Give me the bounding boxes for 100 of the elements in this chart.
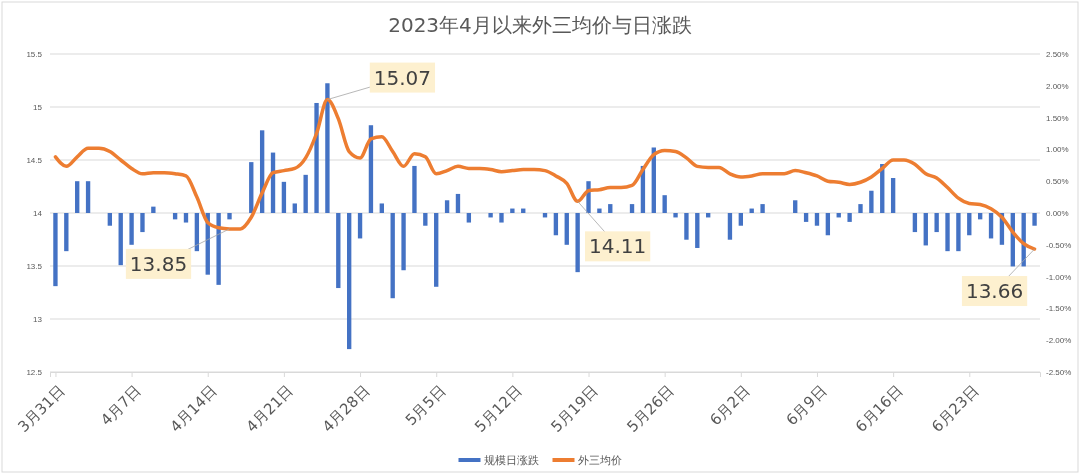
y2-tick-label: 0.00% [1046,209,1069,219]
bar [75,181,80,213]
x-tick-label: 5月26日 [623,381,678,436]
bar [455,193,461,213]
bar [945,213,950,252]
bar [629,204,635,213]
y-tick-label: 15 [33,103,43,113]
bar [553,213,559,236]
bar [64,213,69,252]
y-tick-label: 13.5 [26,262,43,272]
bar [325,83,330,213]
x-tick-label: 4月28日 [318,381,374,436]
y2-tick-label: -1.00% [1046,272,1072,282]
bar [825,213,831,236]
bar [118,213,123,266]
bar [390,213,395,299]
bar [564,213,569,245]
legend-label: 规模日涨跌 [483,453,539,467]
bar [847,213,852,222]
bar [444,200,450,213]
bar [140,213,145,233]
bar [575,213,580,273]
y2-tick-label: -2.00% [1046,336,1072,346]
bar [499,213,504,223]
bar [488,213,493,218]
x-tick-label: 3月31日 [14,381,69,436]
bar [988,213,994,239]
bar [379,203,384,213]
bar [85,181,91,213]
bar [412,165,417,213]
y-tick-label: 15.5 [26,50,43,60]
x-tick-label: 6月23日 [928,381,983,436]
x-tick-label: 4月21日 [242,381,297,436]
annotation: 14.11 [589,234,647,259]
bar [912,213,918,233]
bar [357,213,363,239]
y-tick-label: 12.5 [26,368,43,378]
bar [1032,213,1037,226]
annotation: 13.66 [965,279,1024,304]
bar [227,213,232,220]
chart-title: 2023年4月以来外三均价与日涨跌 [388,13,692,37]
y2-tick-label: -0.50% [1046,240,1072,250]
bar [216,213,221,285]
bar [129,213,134,245]
bar [183,213,189,223]
bar [303,174,308,213]
y2-tick-label: -2.50% [1046,368,1072,378]
y2-tick-label: 2.50% [1046,50,1069,60]
bar [347,213,352,350]
x-tick-label: 4月14日 [166,381,221,436]
bar [858,204,863,213]
y-tick-label: 14.5 [26,156,43,166]
annotation: 15.07 [373,65,432,90]
y-tick-label: 13 [33,315,43,325]
y2-tick-label: 0.50% [1046,177,1069,187]
bar [956,213,961,252]
bar [336,213,341,289]
bar [803,213,809,222]
bar [727,213,733,240]
bar [292,203,297,213]
bar [967,213,972,236]
x-tick-label: 6月2日 [706,381,754,430]
x-tick-label: 6月16日 [851,381,907,436]
x-tick-label: 6月9日 [782,381,830,430]
bar [401,213,406,271]
bar [890,178,896,213]
annotation: 13.85 [129,251,188,276]
bar [662,195,667,213]
y-tick-label: 14 [33,209,43,219]
bar [434,213,439,287]
bar [673,213,678,218]
bar [760,204,765,213]
bar [684,213,689,240]
y2-tick-label: 1.00% [1046,145,1069,155]
bar [793,200,798,213]
legend-label: 外三均价 [577,453,622,467]
bar [934,213,939,233]
x-tick-label: 5月19日 [547,381,602,436]
bar [107,213,113,226]
x-tick-label: 5月12日 [471,381,526,436]
bar [423,213,428,226]
bar [597,208,602,213]
bar [869,190,874,213]
y2-tick-label: -1.50% [1046,304,1072,314]
bar [814,213,820,226]
bar [151,206,156,213]
x-tick-label: 4月7日 [97,381,145,430]
bar [510,208,515,213]
bar [608,204,613,213]
bar [466,213,472,223]
y2-tick-label: 1.50% [1046,113,1069,123]
bar [281,181,287,213]
x-tick-label: 5月5日 [401,381,450,430]
bar [249,162,254,213]
bar [923,213,928,246]
line-series [53,97,1037,251]
bar [738,213,743,226]
bar [53,213,58,287]
y2-tick-label: 2.00% [1046,81,1069,91]
bar [695,213,700,248]
